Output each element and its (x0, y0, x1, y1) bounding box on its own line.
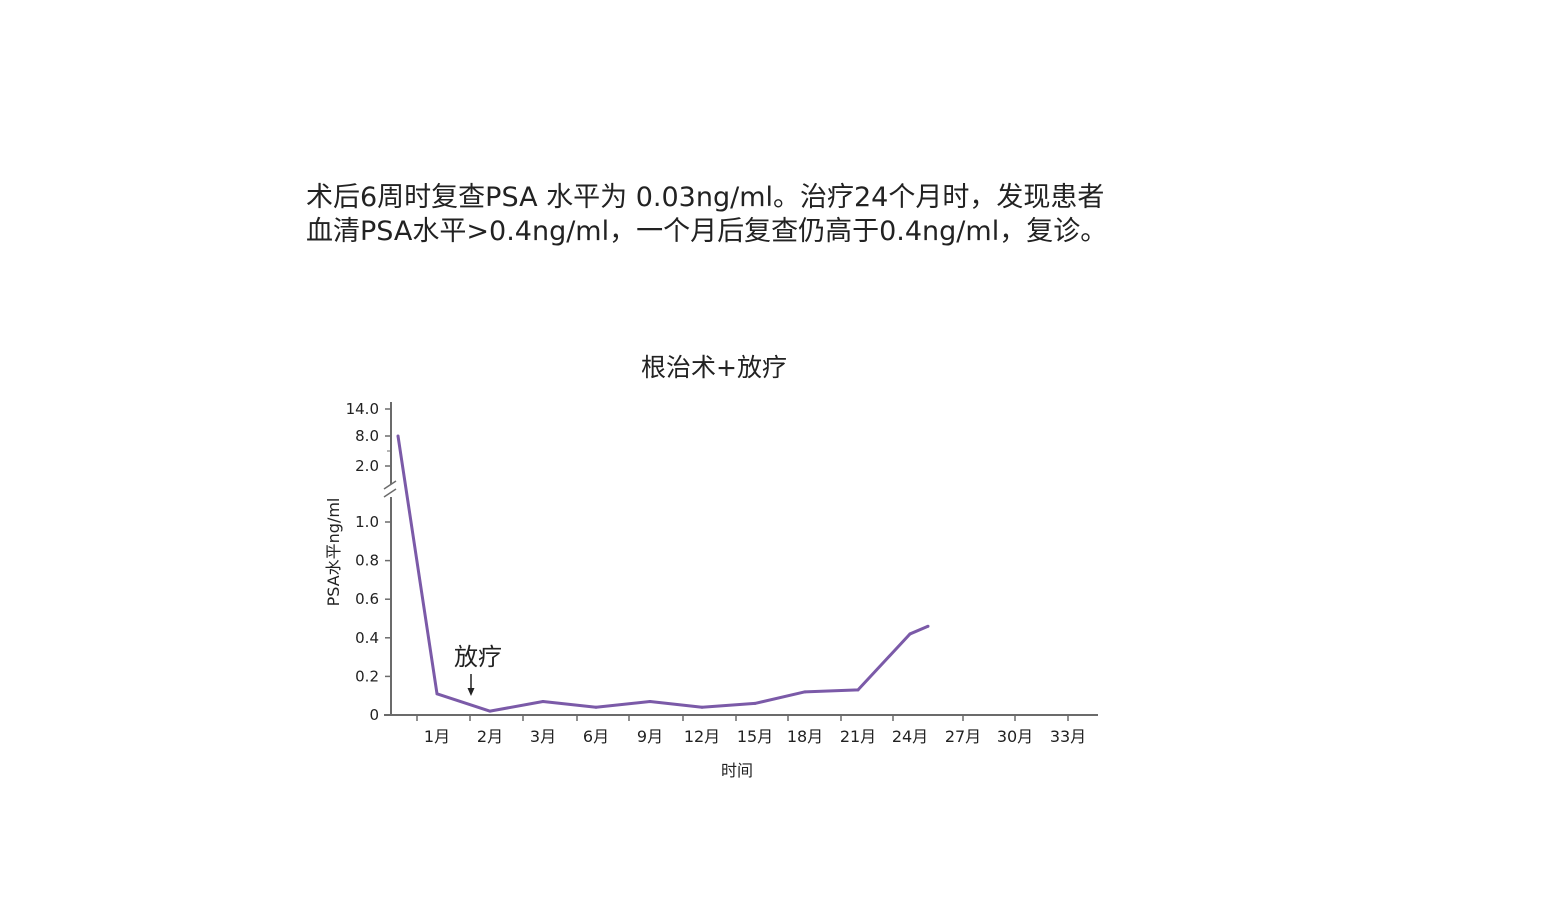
intro-text: 术后6周时复查PSA 水平为 0.03ng/ml。治疗24个月时，发现患者 血清… (306, 181, 1166, 249)
psa-data-point (926, 624, 930, 628)
axis-break-mark-1 (383, 480, 397, 490)
x-tick-label: 33月 (1050, 727, 1086, 746)
psa-data-point (908, 632, 912, 636)
y-tick-label: 8.0 (355, 427, 379, 445)
y-tick-label: 1.0 (355, 513, 379, 531)
x-tick-label: 24月 (892, 727, 928, 746)
psa-data-point (594, 705, 598, 709)
y-tick-label: 0.6 (355, 590, 379, 608)
intro-line-2: 血清PSA水平>0.4ng/ml，一个月后复查仍高于0.4ng/ml，复诊。 (306, 216, 1108, 247)
x-tick-label: 9月 (637, 727, 663, 746)
psa-data-point (396, 434, 400, 438)
axis-break-mark-2 (383, 488, 397, 498)
x-tick-label: 30月 (997, 727, 1033, 746)
x-axis-label: 时间 (721, 761, 753, 780)
x-tick-label: 2月 (477, 727, 503, 746)
psa-data-point (803, 690, 807, 694)
radiotherapy-arrow-head (467, 688, 475, 696)
x-tick-label: 18月 (787, 727, 823, 746)
y-tick-label: 14.0 (346, 400, 379, 418)
x-tick-label: 3月 (530, 727, 556, 746)
intro-line-1: 术后6周时复查PSA 水平为 0.03ng/ml。治疗24个月时，发现患者 (306, 182, 1105, 213)
y-tick-label: 0.2 (355, 667, 379, 685)
radiotherapy-annotation-label: 放疗 (454, 643, 502, 671)
y-tick-label: 2.0 (355, 457, 379, 475)
psa-data-point (700, 705, 704, 709)
x-tick-label: 15月 (737, 727, 773, 746)
y-tick-label: 0.4 (355, 629, 379, 647)
psa-data-point (648, 699, 652, 703)
psa-data-point (753, 701, 757, 705)
psa-series-line (396, 435, 929, 713)
y-tick-label: 0 (369, 706, 379, 724)
psa-data-point (541, 699, 545, 703)
psa-data-point (435, 692, 439, 696)
x-tick-label: 6月 (583, 727, 609, 746)
x-tick-label: 1月 (424, 727, 450, 746)
y-axis-label: PSA水平ng/ml (324, 498, 343, 607)
x-tick-label: 12月 (684, 727, 720, 746)
x-tick-label: 21月 (840, 727, 876, 746)
y-tick-label: 0.8 (355, 552, 379, 570)
chart-title: 根治术+放疗 (641, 353, 787, 382)
x-tick-label: 27月 (945, 727, 981, 746)
psa-data-point (856, 688, 860, 692)
psa-data-point (488, 709, 492, 713)
